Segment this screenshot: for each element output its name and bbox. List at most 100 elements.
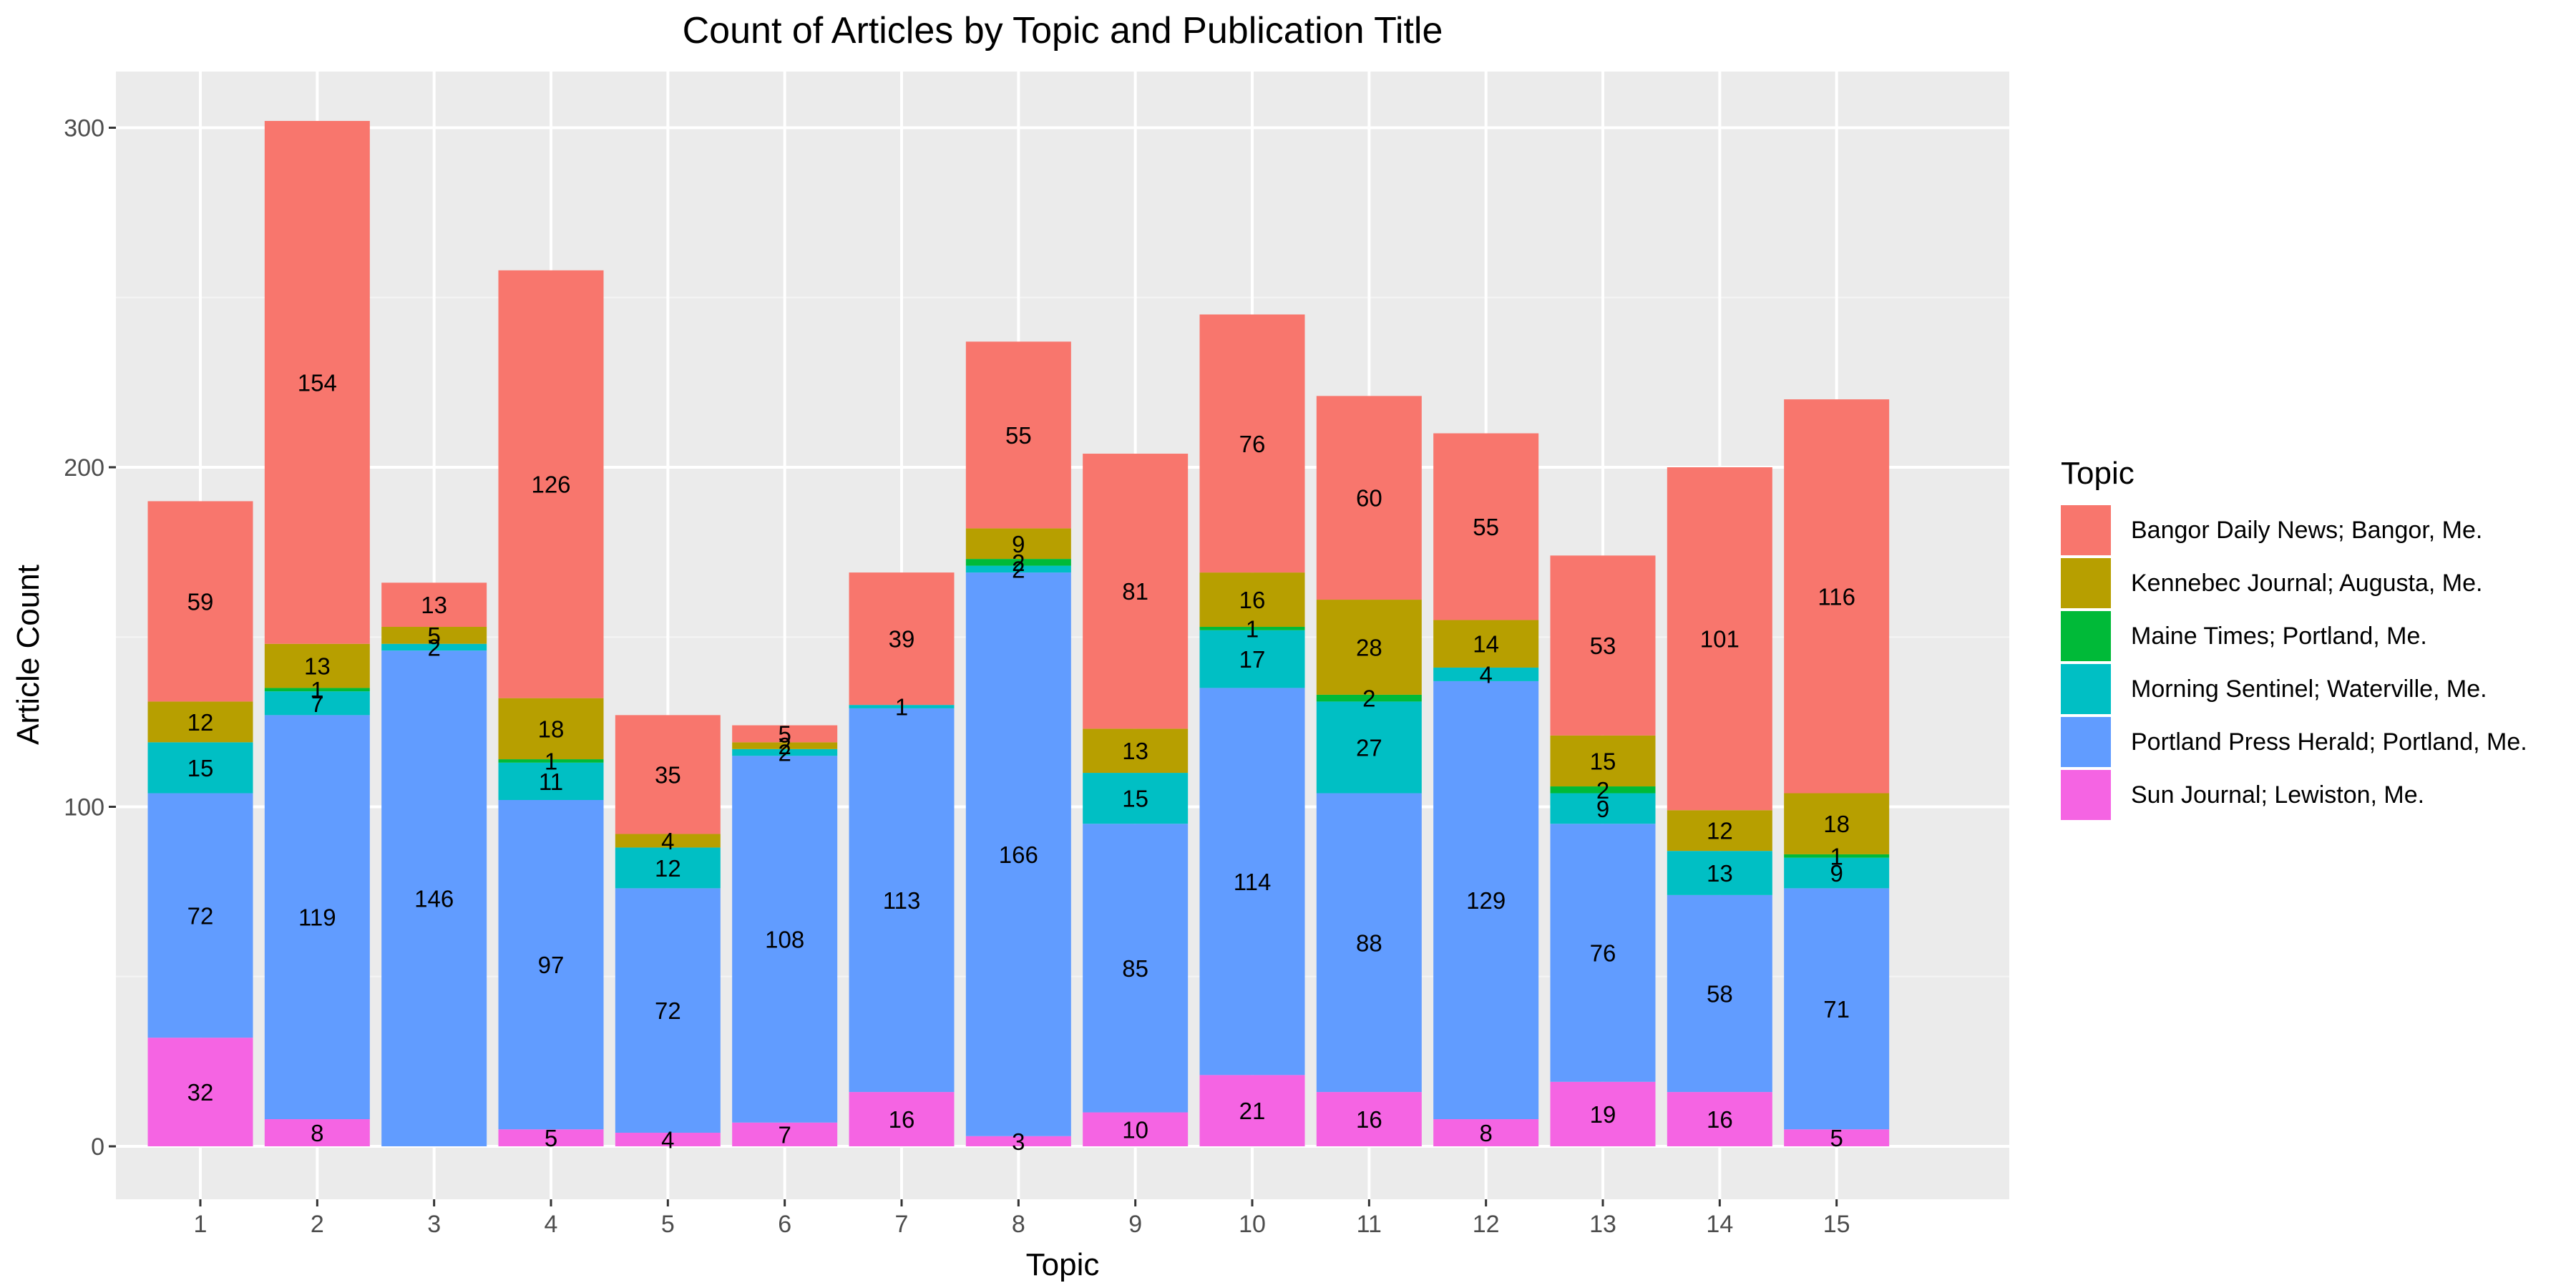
bar-segment	[1667, 1092, 1772, 1146]
bar-segment	[1433, 620, 1539, 668]
bar-segment	[1199, 1075, 1305, 1146]
bar-segment	[732, 742, 838, 749]
x-tick-label: 1	[194, 1211, 208, 1238]
bar-segment	[147, 1038, 253, 1146]
bar-segment	[1433, 1119, 1539, 1146]
bar-segment	[1433, 433, 1539, 620]
bar-value-label: 39	[889, 626, 915, 653]
bar-segment	[147, 701, 253, 743]
bar-value-label: 166	[999, 841, 1038, 868]
bar-segment	[264, 688, 370, 692]
bar-segment	[1199, 314, 1305, 573]
bar-value-label: 60	[1356, 485, 1382, 512]
bar-segment	[498, 698, 604, 760]
x-axis-title: Topic	[1026, 1247, 1100, 1282]
bar-value-label: 18	[538, 716, 565, 742]
bar-value-label: 11	[539, 769, 563, 795]
x-tick-label: 2	[311, 1211, 324, 1238]
bar-value-label: 85	[1122, 955, 1148, 982]
bar-value-label: 146	[414, 886, 454, 912]
bar-value-label: 88	[1356, 930, 1382, 956]
bar-value-label: 1	[311, 677, 323, 703]
bar-value-label: 9	[1830, 860, 1843, 887]
legend-label: Bangor Daily News; Bangor, Me.	[2131, 517, 2482, 544]
legend-swatch	[2061, 611, 2111, 661]
bar-value-label: 1	[545, 748, 557, 774]
bar-value-label: 16	[889, 1106, 915, 1133]
bar-value-label: 2	[778, 733, 791, 759]
bar-segment	[1316, 701, 1422, 794]
legend-swatch	[2061, 664, 2111, 714]
bar-value-label: 15	[187, 755, 214, 781]
bar-value-label: 71	[1823, 996, 1850, 1023]
bar-value-label: 2	[778, 740, 791, 766]
legend-label: Kennebec Journal; Augusta, Me.	[2131, 570, 2482, 597]
bar-value-label: 114	[1234, 869, 1272, 895]
bar-value-label: 108	[765, 927, 804, 953]
x-tick-label: 13	[1589, 1211, 1616, 1238]
bar-value-label: 126	[531, 472, 570, 498]
x-tick-label: 9	[1128, 1211, 1142, 1238]
bar-segment	[381, 627, 487, 644]
bar-value-label: 8	[1479, 1120, 1492, 1146]
legend-label: Sun Journal; Lewiston, Me.	[2131, 781, 2424, 809]
bar-segment	[1784, 854, 1890, 858]
bar-segment	[498, 762, 604, 801]
bar-value-label: 5	[545, 1125, 557, 1151]
y-tick-label: 0	[91, 1133, 104, 1161]
bar-segment	[1083, 824, 1189, 1113]
x-tick-label: 8	[1012, 1211, 1025, 1238]
bar-segment	[1199, 627, 1305, 630]
bar-segment	[965, 559, 1071, 566]
bar-value-label: 13	[1707, 860, 1733, 887]
x-tick-label: 15	[1823, 1211, 1850, 1238]
bar-segment	[264, 643, 370, 688]
bar-value-label: 17	[1239, 646, 1266, 673]
bar-value-label: 7	[311, 691, 323, 717]
bar-segment	[1550, 793, 1656, 824]
bar-value-label: 72	[187, 902, 214, 929]
bar-segment	[1550, 786, 1656, 794]
bar-value-label: 16	[1356, 1106, 1382, 1133]
x-tick-label: 4	[545, 1211, 558, 1238]
bar-value-label: 2	[1596, 777, 1609, 804]
x-tick-label: 12	[1473, 1211, 1500, 1238]
bar-value-label: 9	[1596, 796, 1609, 822]
bar-segment	[264, 1119, 370, 1146]
bar-segment	[1199, 688, 1305, 1075]
bar-labels: 3272151259811971131541462513597111181264…	[187, 369, 1855, 1155]
bar-value-label: 5	[778, 721, 791, 747]
bar-segment	[1667, 810, 1772, 852]
bar-value-label: 13	[1122, 738, 1148, 764]
bar-segment	[1550, 555, 1656, 736]
legend-swatch	[2061, 558, 2111, 608]
bar-value-label: 5	[427, 623, 440, 649]
bar-value-label: 2	[1012, 550, 1025, 576]
bar-value-label: 15	[1590, 748, 1616, 774]
bar-value-label: 119	[298, 904, 336, 931]
bar-segment	[965, 565, 1071, 573]
bar-segment	[498, 800, 604, 1130]
bar-value-label: 14	[1473, 631, 1499, 658]
bar-value-label: 10	[1122, 1116, 1148, 1143]
bar-segment	[1550, 1081, 1656, 1146]
bar-value-label: 2	[1012, 556, 1025, 582]
bar-segment	[732, 756, 838, 1123]
y-tick-label: 200	[64, 454, 104, 482]
bar-value-label: 12	[187, 709, 214, 736]
bar-value-label: 4	[1479, 661, 1492, 688]
bar-segment	[1316, 793, 1422, 1093]
bars	[147, 121, 1890, 1146]
bar-value-label: 1	[1246, 615, 1259, 642]
bar-segment	[498, 759, 604, 763]
bar-value-label: 2	[1362, 686, 1375, 712]
bar-value-label: 16	[1239, 587, 1266, 613]
bar-value-label: 3	[1012, 1128, 1025, 1155]
bar-segment	[965, 528, 1071, 560]
bar-segment	[1083, 773, 1189, 824]
bar-value-label: 12	[1707, 818, 1733, 844]
bar-value-label: 7	[778, 1121, 791, 1148]
bar-value-label: 59	[187, 588, 214, 615]
bar-segment	[1316, 600, 1422, 695]
bar-value-label: 18	[1823, 811, 1850, 837]
